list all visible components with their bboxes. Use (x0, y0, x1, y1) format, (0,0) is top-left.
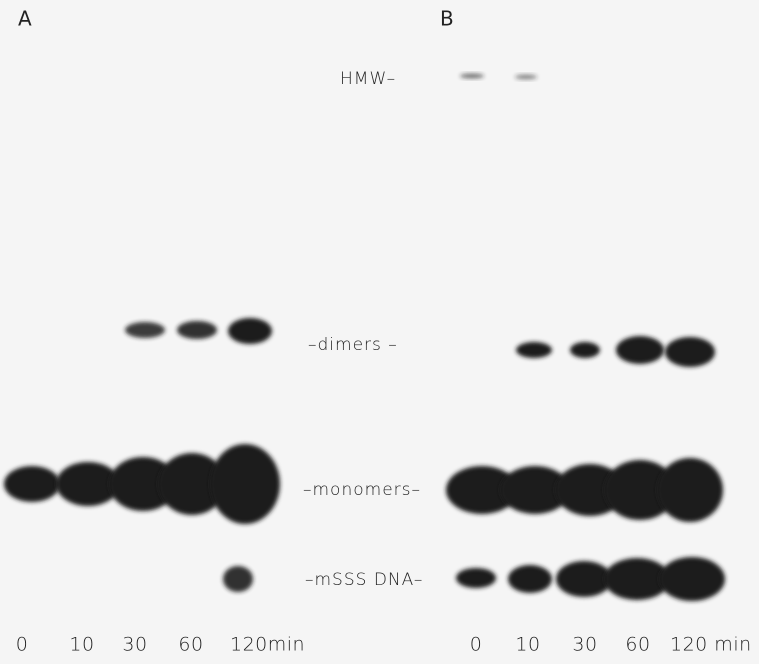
panel-label: B (440, 7, 454, 31)
lane-label: 10 (515, 634, 540, 656)
lane-label: 0 (16, 634, 29, 656)
lane-label: 60 (178, 634, 203, 656)
gel-figure: A B HMW– –dimers – –monomers– –mSSS DNA– (0, 0, 759, 664)
lane-label: 30 (572, 634, 597, 656)
msss-label: –mSSS DNA– (305, 570, 423, 590)
lane-label: 60 (625, 634, 650, 656)
lane-label: 30 (122, 634, 147, 656)
lane-label: 10 (69, 634, 94, 656)
monomers-label: –monomers– (303, 480, 421, 500)
dimers-label: –dimers – (308, 335, 398, 355)
lane-label: 120 min (670, 634, 752, 656)
lane-label: 120min (230, 634, 305, 656)
lane-label: 0 (470, 634, 483, 656)
hmw-label: HMW– (340, 69, 396, 89)
panel-label: A (18, 7, 32, 31)
